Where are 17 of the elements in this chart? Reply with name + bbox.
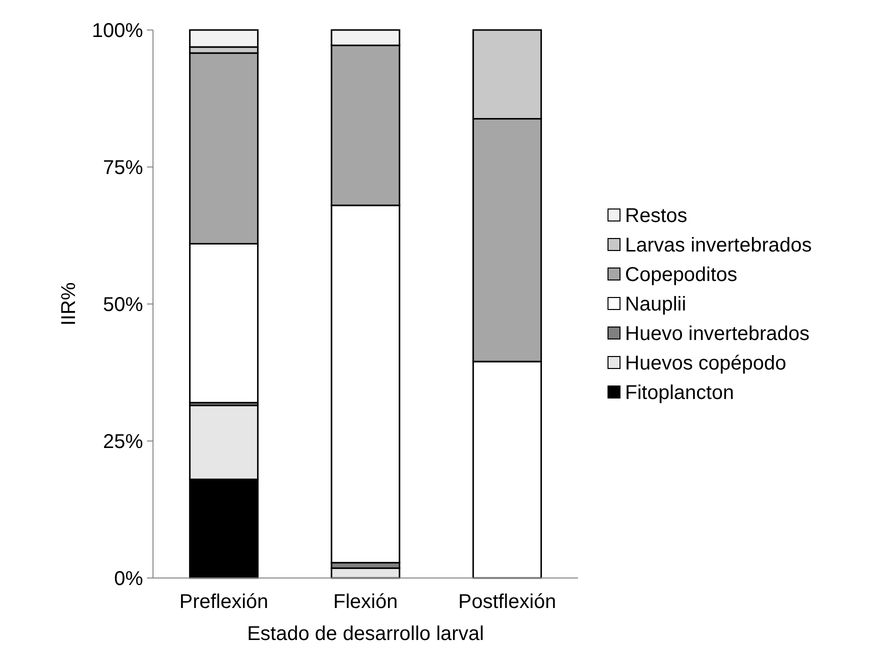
legend-label: Huevo invertebrados: [625, 323, 810, 345]
legend-label: Restos: [625, 205, 688, 227]
y-tick-label: 25%: [102, 431, 144, 453]
x-tick-label: Flexión: [333, 591, 398, 613]
y-tick-label: 75%: [102, 157, 144, 179]
x-tick-label: Postflexión: [458, 591, 556, 613]
legend-label: Nauplii: [625, 294, 686, 316]
y-tick-label: 50%: [102, 294, 144, 316]
y-tick-label: 100%: [92, 20, 144, 42]
x-axis-title: Estado de desarrollo larval: [247, 623, 484, 645]
legend-label: Copepoditos: [625, 264, 738, 286]
legend-label: Huevos copépodo: [625, 352, 786, 374]
legend-label: Larvas invertebrados: [625, 234, 812, 256]
y-axis-title: IIR%: [58, 282, 80, 326]
x-tick-label: Preflexión: [179, 591, 268, 613]
y-tick-label: 0%: [114, 568, 144, 590]
legend-label: Fitoplancton: [625, 382, 734, 404]
